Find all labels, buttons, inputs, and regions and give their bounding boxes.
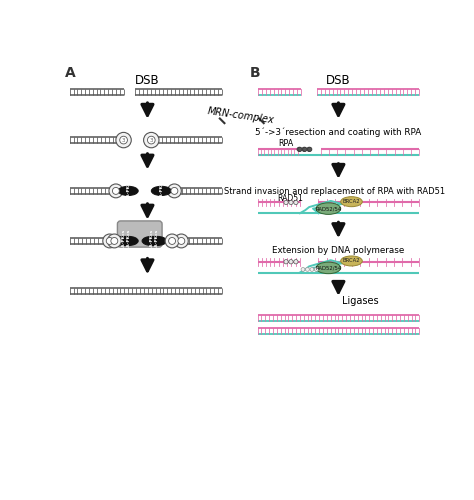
Text: MRN-complex: MRN-complex: [207, 106, 275, 125]
Ellipse shape: [316, 262, 341, 274]
Text: RAD51: RAD51: [277, 194, 303, 203]
Circle shape: [116, 132, 131, 148]
FancyBboxPatch shape: [118, 221, 162, 247]
Text: BRCA2: BRCA2: [343, 199, 360, 204]
Ellipse shape: [114, 236, 134, 246]
Circle shape: [174, 234, 188, 248]
Circle shape: [284, 200, 288, 204]
Circle shape: [169, 238, 175, 244]
Circle shape: [111, 238, 118, 244]
Text: RPA: RPA: [278, 140, 294, 148]
Text: Extension by DNA polymerase: Extension by DNA polymerase: [272, 246, 404, 256]
Circle shape: [298, 147, 302, 152]
Text: DNA-PKcs: DNA-PKcs: [159, 179, 164, 203]
Circle shape: [297, 147, 301, 152]
Text: B: B: [250, 66, 261, 80]
Circle shape: [289, 200, 293, 204]
Text: DNA-PKcs: DNA-PKcs: [126, 229, 130, 253]
Circle shape: [306, 268, 310, 272]
Circle shape: [310, 268, 314, 272]
Circle shape: [314, 268, 319, 272]
Circle shape: [294, 260, 298, 264]
Circle shape: [112, 188, 119, 194]
Text: Ligases: Ligases: [342, 296, 379, 306]
Circle shape: [103, 234, 117, 248]
Text: DSB: DSB: [135, 74, 160, 87]
Ellipse shape: [146, 236, 167, 246]
Circle shape: [109, 184, 123, 198]
Circle shape: [106, 238, 113, 244]
Circle shape: [302, 147, 306, 152]
Circle shape: [303, 147, 307, 152]
Circle shape: [147, 136, 155, 144]
Text: Strand invasion and replacement of RPA with RAD51: Strand invasion and replacement of RPA w…: [224, 187, 445, 196]
Circle shape: [178, 238, 185, 244]
Text: DNA-PKcs: DNA-PKcs: [150, 229, 154, 253]
Ellipse shape: [151, 186, 171, 196]
Ellipse shape: [142, 236, 162, 246]
Circle shape: [171, 188, 178, 194]
Ellipse shape: [118, 236, 138, 246]
Text: DNA-PKcs: DNA-PKcs: [121, 229, 126, 253]
Text: 3: 3: [122, 138, 125, 143]
Ellipse shape: [316, 203, 341, 214]
Ellipse shape: [341, 256, 362, 266]
Circle shape: [167, 184, 182, 198]
Text: DNA-PKcs: DNA-PKcs: [126, 179, 130, 203]
Circle shape: [120, 136, 128, 144]
Circle shape: [165, 234, 179, 248]
Circle shape: [307, 147, 311, 152]
Circle shape: [108, 234, 121, 248]
Text: A: A: [65, 66, 76, 80]
Circle shape: [308, 147, 312, 152]
Ellipse shape: [118, 186, 138, 196]
Text: RAD52/54: RAD52/54: [315, 206, 342, 211]
Circle shape: [284, 260, 288, 264]
Text: BRCA2: BRCA2: [343, 258, 360, 264]
Text: 3: 3: [149, 138, 153, 143]
Text: DSB: DSB: [326, 74, 351, 87]
Ellipse shape: [341, 196, 362, 206]
Text: 5´->3´resection and coating with RPA: 5´->3´resection and coating with RPA: [255, 128, 421, 138]
Text: RAD52/54: RAD52/54: [315, 266, 342, 270]
Circle shape: [144, 132, 159, 148]
Text: DNA-PKcs: DNA-PKcs: [155, 229, 159, 253]
Circle shape: [301, 268, 305, 272]
Circle shape: [289, 260, 293, 264]
Circle shape: [294, 200, 298, 204]
